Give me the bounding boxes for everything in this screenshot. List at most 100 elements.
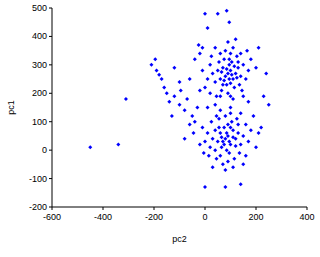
point bbox=[231, 135, 235, 139]
point bbox=[232, 64, 236, 68]
point bbox=[246, 69, 250, 73]
point bbox=[190, 114, 194, 118]
point bbox=[217, 125, 221, 129]
point bbox=[188, 123, 192, 127]
point bbox=[227, 20, 231, 24]
point bbox=[221, 83, 225, 87]
point bbox=[222, 57, 226, 61]
point bbox=[241, 134, 245, 138]
y-tick-label: 300 bbox=[32, 60, 47, 70]
point bbox=[223, 137, 227, 141]
point bbox=[116, 142, 120, 146]
point bbox=[211, 71, 215, 75]
point bbox=[220, 88, 224, 92]
point bbox=[200, 69, 204, 73]
point bbox=[188, 77, 192, 81]
point bbox=[218, 77, 222, 81]
point bbox=[234, 71, 238, 75]
point bbox=[214, 94, 218, 98]
point bbox=[239, 142, 243, 146]
point bbox=[200, 125, 204, 129]
x-tick bbox=[256, 207, 257, 210]
point bbox=[239, 74, 243, 78]
point bbox=[209, 54, 213, 58]
point bbox=[235, 117, 239, 121]
x-axis-title: pc2 bbox=[172, 234, 187, 244]
point bbox=[217, 117, 221, 121]
point bbox=[226, 71, 230, 75]
point bbox=[200, 46, 204, 50]
point bbox=[157, 73, 161, 77]
point bbox=[245, 49, 249, 53]
point bbox=[231, 97, 235, 101]
point bbox=[222, 78, 226, 82]
point bbox=[236, 66, 240, 70]
point bbox=[264, 71, 268, 75]
point bbox=[222, 125, 226, 129]
point bbox=[172, 66, 176, 70]
point bbox=[262, 94, 266, 98]
point bbox=[214, 114, 218, 118]
point bbox=[221, 66, 225, 70]
point bbox=[165, 91, 169, 95]
point bbox=[231, 165, 235, 169]
point bbox=[239, 182, 243, 186]
y-tick-label: 100 bbox=[32, 117, 47, 127]
point bbox=[244, 77, 248, 81]
point bbox=[213, 80, 217, 84]
point bbox=[236, 60, 240, 64]
y-tick bbox=[49, 150, 52, 151]
x-tick bbox=[154, 207, 155, 210]
point bbox=[221, 162, 225, 166]
point bbox=[235, 54, 239, 58]
point bbox=[208, 91, 212, 95]
point bbox=[225, 67, 229, 71]
point bbox=[217, 60, 221, 64]
point bbox=[193, 57, 197, 61]
point bbox=[155, 69, 159, 73]
point bbox=[206, 26, 210, 30]
point bbox=[167, 100, 171, 104]
point bbox=[206, 77, 210, 81]
point bbox=[203, 86, 207, 90]
x-tick bbox=[52, 207, 53, 210]
point bbox=[225, 83, 229, 87]
point bbox=[170, 114, 174, 118]
point bbox=[218, 131, 222, 135]
point bbox=[223, 74, 227, 78]
point bbox=[235, 76, 239, 80]
point bbox=[149, 63, 153, 67]
point bbox=[88, 145, 92, 149]
point bbox=[236, 123, 240, 127]
point bbox=[227, 140, 231, 144]
point bbox=[183, 108, 187, 112]
background bbox=[0, 0, 320, 257]
x-tick-label: -400 bbox=[94, 212, 112, 222]
point bbox=[231, 77, 235, 81]
point bbox=[178, 80, 182, 84]
point bbox=[203, 185, 207, 189]
point bbox=[203, 140, 207, 144]
point bbox=[254, 66, 258, 70]
point bbox=[223, 49, 227, 53]
point bbox=[220, 70, 224, 74]
point bbox=[192, 131, 196, 135]
point bbox=[209, 120, 213, 124]
y-tick bbox=[49, 36, 52, 37]
point bbox=[230, 73, 234, 77]
point bbox=[231, 46, 235, 50]
point bbox=[213, 103, 217, 107]
point bbox=[237, 83, 241, 87]
y-tick-label: 400 bbox=[32, 31, 47, 41]
point bbox=[208, 145, 212, 149]
point bbox=[249, 128, 253, 132]
point bbox=[214, 157, 218, 161]
point bbox=[254, 145, 258, 149]
point bbox=[230, 120, 234, 124]
point bbox=[257, 131, 261, 135]
x-tick-label: 400 bbox=[299, 212, 314, 222]
points bbox=[88, 9, 271, 189]
point bbox=[229, 94, 233, 98]
y-tick bbox=[49, 8, 52, 9]
point bbox=[230, 60, 234, 64]
